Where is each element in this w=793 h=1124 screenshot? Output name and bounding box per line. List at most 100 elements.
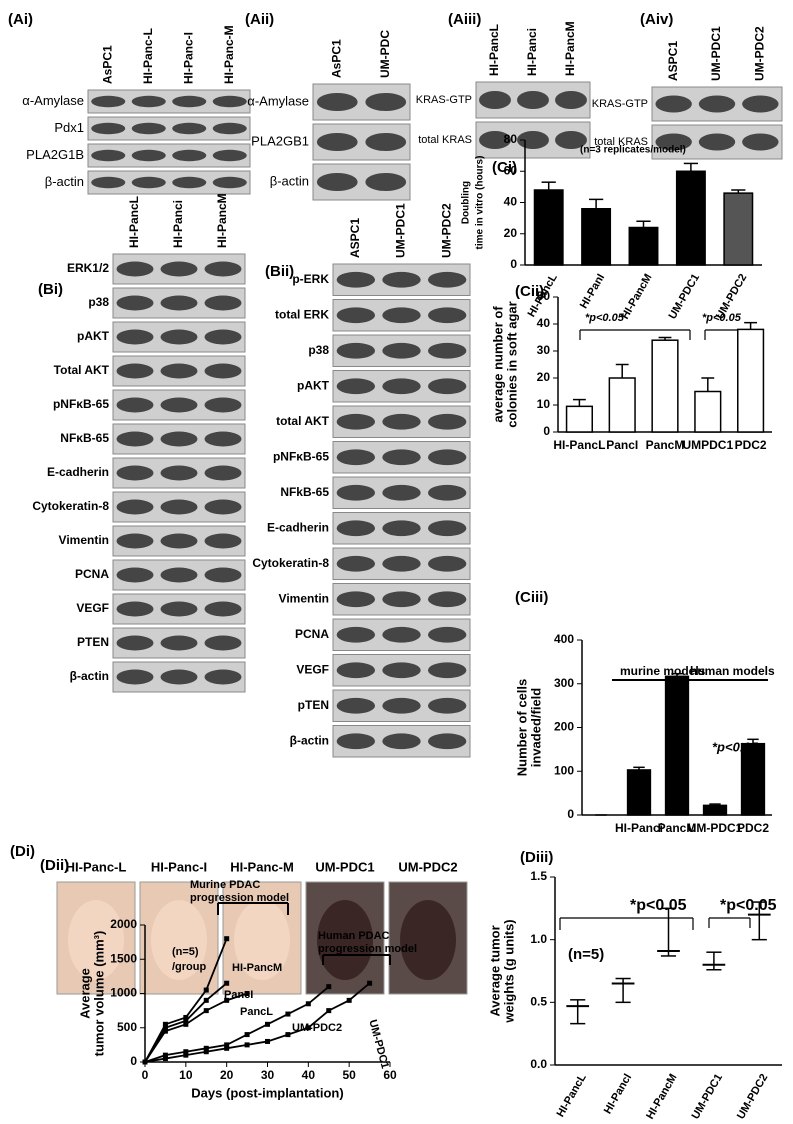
- band: [116, 295, 154, 311]
- x-tick-label: UM-PDC1: [688, 821, 743, 835]
- blot-strip: [87, 170, 251, 195]
- bar: [664, 675, 690, 816]
- point: [183, 1018, 189, 1024]
- band: [382, 591, 421, 608]
- row-label: total KRAS: [418, 134, 472, 146]
- photo-caption: UM-PDC2: [398, 859, 457, 874]
- row-label: E-cadherin: [47, 465, 109, 479]
- band: [160, 397, 198, 413]
- bar: [628, 226, 659, 266]
- lane-label: HI-PancM: [563, 21, 577, 76]
- point: [183, 1014, 189, 1020]
- band: [116, 635, 154, 651]
- x-tick-label: HI-Pancl: [602, 1072, 634, 1116]
- band: [336, 271, 376, 288]
- band: [160, 465, 198, 481]
- point: [162, 1056, 168, 1062]
- x-tick-label: UM-PDC1: [690, 1072, 725, 1121]
- band: [382, 662, 421, 679]
- y-tick-label: 0: [510, 257, 517, 271]
- row-label: Vimentin: [279, 591, 329, 605]
- photo-subject: [400, 900, 456, 980]
- band: [698, 95, 736, 113]
- point: [326, 984, 332, 990]
- y-tick-label: 1.0: [530, 932, 547, 946]
- y-tick-label: 1500: [110, 951, 137, 965]
- y-tick-label: 20: [504, 226, 518, 240]
- x-tick-label: 10: [179, 1068, 193, 1082]
- series-label: PancL: [240, 1006, 273, 1018]
- band: [336, 626, 376, 643]
- x-tick-label: HI-PanI: [578, 272, 607, 311]
- x-tick-label: HI-Panci: [615, 821, 663, 835]
- point: [203, 987, 209, 993]
- band: [116, 363, 154, 379]
- band: [382, 520, 421, 537]
- band: [160, 601, 198, 617]
- band: [204, 465, 242, 481]
- point: [183, 1021, 189, 1027]
- panel-label: (Diii): [520, 849, 553, 866]
- y-tick-label: 30: [537, 343, 551, 357]
- y-axis-label: weights (g units): [501, 919, 516, 1023]
- band: [204, 567, 242, 583]
- x-tick-label: 40: [302, 1068, 316, 1082]
- lane-label: AsPC1: [100, 45, 114, 84]
- row-label: total AKT: [276, 414, 330, 428]
- series-line: [144, 985, 330, 1063]
- y-tick-label: 80: [504, 132, 518, 146]
- row-label: Cytokeratin-8: [32, 499, 109, 513]
- y-tick-label: 20: [537, 370, 551, 384]
- band: [316, 93, 358, 111]
- y-axis-label: Doubling: [461, 181, 472, 224]
- band: [382, 271, 421, 288]
- band: [336, 591, 376, 608]
- panel-label: (Aiv): [640, 11, 673, 28]
- row-label: α-Amylase: [247, 93, 309, 108]
- point: [346, 997, 352, 1003]
- band: [365, 133, 407, 151]
- bar: [675, 170, 706, 266]
- blot-strip: [87, 143, 251, 168]
- band: [382, 342, 421, 359]
- row-label: PTEN: [77, 635, 109, 649]
- band: [131, 122, 166, 135]
- point: [142, 1059, 148, 1065]
- row-label: E-cadherin: [267, 520, 329, 534]
- band: [116, 397, 154, 413]
- row-label: PLA2G1B: [26, 147, 84, 162]
- x-tick-label: HI-PancM: [644, 1072, 679, 1121]
- y-tick-label: 1000: [110, 986, 137, 1000]
- row-label: pAKT: [77, 329, 110, 343]
- band: [382, 413, 421, 430]
- point: [285, 1032, 291, 1038]
- y-tick-label: 0: [543, 424, 550, 438]
- point: [183, 1049, 189, 1055]
- row-label: ERK1/2: [67, 261, 109, 275]
- lane-label: HI-Panc-M: [222, 25, 236, 84]
- lane-label: UM-PDC1: [394, 203, 408, 258]
- lane-label: HI-Panc-I: [181, 32, 195, 84]
- blot-strip: [87, 116, 251, 141]
- band: [382, 484, 421, 501]
- band: [160, 669, 198, 685]
- band: [116, 499, 154, 515]
- point: [203, 1008, 209, 1014]
- x-tick-label: 30: [261, 1068, 275, 1082]
- band: [160, 635, 198, 651]
- annotation: progression model: [318, 943, 417, 955]
- band: [336, 413, 376, 430]
- row-label: β-actin: [45, 174, 84, 189]
- row-label: NFkB-65: [280, 485, 329, 499]
- lane-label: UM-PDC: [378, 30, 392, 78]
- row-label: VEGF: [296, 662, 329, 676]
- band: [116, 567, 154, 583]
- photo-caption: UM-PDC1: [315, 859, 374, 874]
- row-label: NFκB-65: [60, 431, 109, 445]
- band: [212, 149, 247, 162]
- band: [336, 378, 376, 395]
- annotation: *p<0.05: [702, 312, 742, 324]
- band: [427, 591, 467, 608]
- band: [742, 133, 779, 151]
- band: [336, 484, 376, 501]
